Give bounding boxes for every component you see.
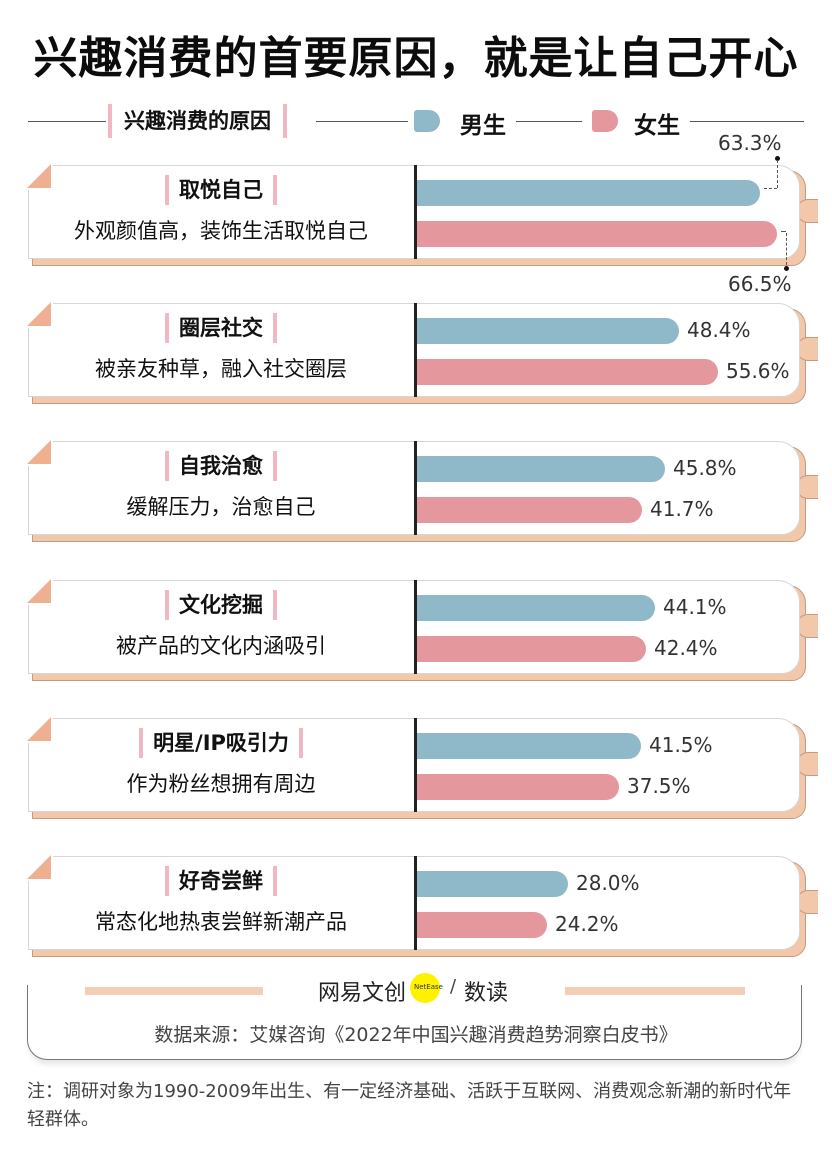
male-bar [417, 456, 665, 482]
row-card: 明星/IP吸引力作为粉丝想拥有周边 41.5% 37.5% [27, 717, 818, 819]
fold-triangle-icon [27, 164, 51, 188]
reason-title: 取悦自己 [28, 175, 414, 205]
reason-description: 被亲友种草，融入社交圈层 [95, 357, 347, 381]
footer-stripe-right [565, 987, 745, 995]
fold-triangle-icon [27, 579, 51, 603]
fold-triangle-icon [27, 440, 51, 464]
row-card: 文化挖掘被产品的文化内涵吸引 44.1% 42.4% [27, 579, 818, 681]
legend: 兴趣消费的原因 男生 女生 [0, 100, 832, 144]
leader-dot [775, 156, 780, 161]
male-bar [417, 180, 760, 206]
corner-fold [27, 717, 53, 743]
corner-fold [27, 164, 53, 190]
legend-male-marker-icon [414, 110, 440, 132]
female-bar [417, 221, 777, 247]
male-pct: 45.8% [673, 456, 737, 480]
leader-line [781, 231, 786, 232]
corner-fold [27, 302, 53, 328]
legend-female-marker-icon [592, 110, 618, 132]
female-bar [417, 359, 718, 385]
footnote: 注：调研对象为1990-2009年出生、有一定经济基础、活跃于互联网、消费观念新… [27, 1081, 792, 1130]
reason-title: 好奇尝鲜 [28, 866, 414, 896]
legend-rule [690, 121, 804, 122]
axis-divider [414, 580, 417, 674]
male-pct: 28.0% [576, 871, 640, 895]
legend-rule [516, 121, 582, 122]
axis-divider [414, 165, 417, 259]
brand-slash: / [450, 976, 457, 997]
row-1-male-pct: 63.3% [718, 131, 782, 155]
male-bar [417, 871, 568, 897]
brand-left: 网易文创 [318, 981, 407, 1006]
leader-dot [784, 266, 789, 271]
female-bar [417, 636, 646, 662]
female-pct: 42.4% [654, 636, 718, 660]
male-pct: 44.1% [663, 595, 727, 619]
page-title: 兴趣消费的首要原因，就是让自己开心 [33, 33, 799, 84]
female-pct: 41.7% [650, 497, 714, 521]
legend-male-label: 男生 [460, 113, 506, 139]
leader-line [786, 233, 787, 265]
legend-rule [28, 121, 106, 122]
axis-divider [414, 856, 417, 950]
fold-triangle-icon [27, 855, 51, 879]
row-card: 自我治愈缓解压力，治愈自己 45.8% 41.7% [27, 440, 818, 542]
male-bar [417, 318, 679, 344]
data-source: 数据来源：艾媒咨询《2022年中国兴趣消费趋势洞察白皮书》 [154, 1024, 678, 1046]
row-1-female-pct: 66.5% [728, 272, 792, 296]
reason-title: 明星/IP吸引力 [28, 728, 414, 758]
corner-fold [27, 855, 53, 881]
reason-title: 文化挖掘 [28, 590, 414, 620]
fold-triangle-icon [27, 302, 51, 326]
axis-divider [414, 303, 417, 397]
footer-stripe-left [85, 987, 263, 995]
male-bar [417, 595, 655, 621]
female-pct: 37.5% [627, 774, 691, 798]
footer-box [27, 985, 802, 1060]
axis-divider [414, 441, 417, 535]
axis-divider [414, 718, 417, 812]
row-card: 圈层社交被亲友种草，融入社交圈层 48.4% 55.6% [27, 302, 818, 404]
leader-line [764, 188, 777, 189]
reason-description: 作为粉丝想拥有周边 [126, 772, 316, 796]
reason-description: 常态化地热衷尝鲜新潮产品 [95, 910, 347, 934]
male-pct: 48.4% [687, 318, 751, 342]
male-bar [417, 733, 641, 759]
row-card: 好奇尝鲜常态化地热衷尝鲜新潮产品 28.0% 24.2% [27, 855, 818, 957]
brand-circle-icon [410, 973, 440, 1003]
reason-title: 圈层社交 [28, 313, 414, 343]
reason-description: 被产品的文化内涵吸引 [116, 634, 326, 658]
reason-description: 缓解压力，治愈自己 [126, 495, 316, 519]
female-pct: 55.6% [726, 359, 790, 383]
leader-line [777, 160, 778, 188]
male-pct: 41.5% [649, 733, 713, 757]
row-card: 取悦自己外观颜值高，装饰生活取悦自己 [27, 164, 818, 266]
legend-rule [316, 121, 408, 122]
female-bar [417, 497, 642, 523]
reason-description: 外观颜值高，装饰生活取悦自己 [74, 219, 368, 243]
brand-right: 数读 [464, 981, 509, 1006]
fold-triangle-icon [27, 717, 51, 741]
brand-mark: NetEase [414, 983, 443, 991]
female-bar [417, 912, 547, 938]
corner-fold [27, 440, 53, 466]
legend-female-label: 女生 [634, 113, 680, 139]
legend-category-label: 兴趣消费的原因 [108, 104, 287, 138]
reason-title: 自我治愈 [28, 451, 414, 481]
female-pct: 24.2% [555, 912, 619, 936]
female-bar [417, 774, 619, 800]
corner-fold [27, 579, 53, 605]
